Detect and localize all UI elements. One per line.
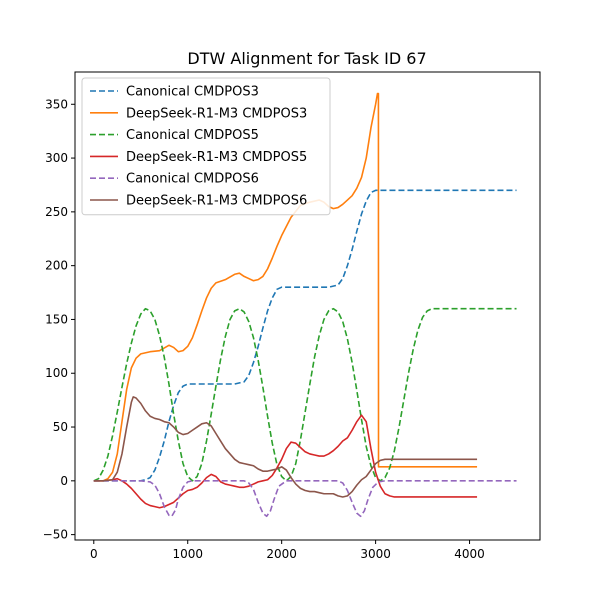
x-tick-label: 1000 [172, 547, 203, 561]
y-tick-label: −50 [43, 528, 68, 542]
y-tick-label: 300 [45, 151, 68, 165]
y-tick-label: 200 [45, 259, 68, 273]
legend-label-1: Canonical CMDPOS3 [126, 85, 259, 100]
x-tick-label: 4000 [454, 547, 485, 561]
legend-label-6: DeepSeek-R1-M3 CMDPOS6 [126, 194, 307, 209]
y-tick-label: 50 [53, 420, 68, 434]
series-line-1 [93, 189, 517, 482]
axes-frame [74, 71, 541, 541]
legend-label-2: DeepSeek-R1-M3 CMDPOS3 [126, 106, 307, 121]
chart-title: DTW Alignment for Task ID 67 [187, 49, 426, 68]
series-line-6 [93, 396, 478, 498]
series-line-4 [93, 414, 478, 509]
legend-label-3: Canonical CMDPOS5 [126, 128, 259, 143]
y-tick-label: 250 [45, 205, 68, 219]
plot-area [93, 92, 517, 518]
x-tick-label: 3000 [360, 547, 391, 561]
x-tick-label: 0 [90, 547, 98, 561]
legend: Canonical CMDPOS3 DeepSeek-R1-M3 CMDPOS3 C… [81, 77, 331, 216]
y-tick-label: 0 [60, 474, 68, 488]
x-tick-label: 2000 [266, 547, 297, 561]
series-line-5 [93, 480, 517, 518]
y-tick-label: 100 [45, 366, 68, 380]
legend-label-5: Canonical CMDPOS6 [126, 172, 259, 187]
y-tick-label: 350 [45, 97, 68, 111]
series-line-2 [93, 92, 478, 482]
legend-box [81, 77, 331, 216]
axes: 0 1000 2000 3000 4000 −50 0 50 100 150 200 250 300 35… [43, 71, 541, 561]
legend-label-4: DeepSeek-R1-M3 CMDPOS5 [126, 150, 307, 165]
y-tick-label: 150 [45, 312, 68, 326]
series-line-3 [93, 307, 517, 482]
